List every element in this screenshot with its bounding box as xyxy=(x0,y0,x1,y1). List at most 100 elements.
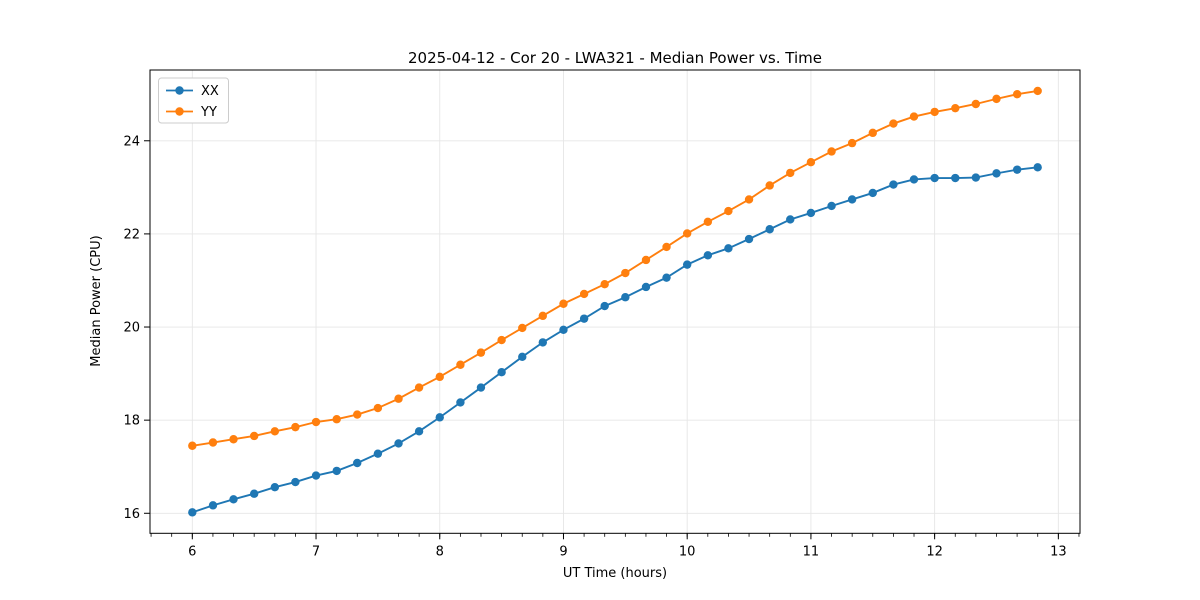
data-point-marker-XX xyxy=(456,398,465,407)
data-point-marker-YY xyxy=(311,417,321,427)
x-axis-label: UT Time (hours) xyxy=(563,566,667,581)
data-point-marker-YY xyxy=(518,323,527,333)
data-point-marker-YY xyxy=(827,147,836,156)
data-point-marker-YY xyxy=(806,157,816,167)
data-point-marker-XX xyxy=(270,483,280,492)
data-point-marker-XX xyxy=(538,338,548,347)
data-point-marker-YY xyxy=(662,242,671,252)
legend-label: YY xyxy=(200,105,217,120)
y-tick-label: 16 xyxy=(123,507,140,522)
data-point-marker-YY xyxy=(270,427,280,436)
data-point-marker-XX xyxy=(971,173,981,182)
data-point-marker-YY xyxy=(682,229,692,238)
data-point-marker-YY xyxy=(456,360,465,369)
x-tick-label: 7 xyxy=(312,544,320,559)
x-tick-label: 9 xyxy=(559,544,567,559)
x-tick-label: 13 xyxy=(1050,544,1067,559)
data-point-marker-YY xyxy=(1033,86,1042,96)
data-point-marker-YY xyxy=(600,279,609,289)
x-tick-label: 12 xyxy=(926,544,943,559)
data-point-marker-XX xyxy=(1012,165,1022,174)
x-tick-label: 8 xyxy=(436,544,444,559)
data-point-marker-YY xyxy=(868,128,877,138)
data-point-marker-XX xyxy=(188,508,197,517)
data-point-marker-YY xyxy=(559,299,568,308)
grid-layer xyxy=(150,70,1080,534)
data-point-marker-YY xyxy=(889,119,898,128)
axis-layer: 6 7 8 9 10 11 12 13 16 18 20 22 24 xyxy=(123,134,1080,559)
data-point-marker-XX xyxy=(414,427,424,436)
data-point-marker-YY xyxy=(909,112,919,121)
data-point-marker-YY xyxy=(538,311,548,321)
data-point-marker-XX xyxy=(600,301,609,311)
data-point-marker-XX xyxy=(394,439,403,448)
data-point-marker-YY xyxy=(951,103,960,113)
y-axis-label: Median Power (CPU) xyxy=(89,235,104,366)
data-point-marker-XX xyxy=(662,273,671,282)
data-point-marker-YY xyxy=(703,217,713,226)
data-point-marker-YY xyxy=(579,289,589,299)
data-point-marker-YY xyxy=(724,206,733,216)
data-point-marker-XX xyxy=(765,225,774,234)
data-point-marker-XX xyxy=(353,458,362,468)
data-point-marker-XX xyxy=(435,413,444,422)
data-point-marker-YY xyxy=(744,195,754,204)
data-point-marker-YY xyxy=(435,372,444,382)
data-point-marker-XX xyxy=(249,489,259,498)
series-layer xyxy=(188,86,1042,517)
data-point-marker-XX xyxy=(1033,163,1042,172)
data-point-marker-XX xyxy=(703,251,713,260)
data-point-marker-XX xyxy=(373,449,383,458)
data-point-marker-XX xyxy=(682,260,692,269)
data-point-marker-YY xyxy=(394,394,403,403)
data-point-marker-XX xyxy=(847,195,857,204)
data-point-marker-YY xyxy=(971,99,981,109)
data-point-marker-XX xyxy=(930,173,939,183)
data-point-marker-YY xyxy=(208,438,218,447)
series-line-YY xyxy=(192,90,1038,447)
data-point-marker-XX xyxy=(744,234,754,244)
legend-marker xyxy=(175,86,184,95)
data-point-marker-XX xyxy=(208,501,218,510)
data-point-marker-YY xyxy=(765,181,774,190)
y-tick-label: 22 xyxy=(123,227,140,242)
data-point-marker-YY xyxy=(291,422,300,432)
y-tick-label: 18 xyxy=(123,414,140,429)
data-point-marker-YY xyxy=(373,403,383,413)
legend-marker xyxy=(175,107,184,116)
data-point-marker-XX xyxy=(476,383,486,392)
data-point-marker-YY xyxy=(497,335,506,345)
data-point-marker-XX xyxy=(497,367,506,377)
data-point-marker-YY xyxy=(332,415,341,424)
data-point-marker-XX xyxy=(786,215,795,224)
data-point-marker-YY xyxy=(786,168,795,178)
data-point-marker-XX xyxy=(518,352,527,362)
legend-label: XX xyxy=(201,84,219,99)
y-tick-label: 24 xyxy=(123,134,140,149)
data-point-marker-YY xyxy=(992,94,1001,104)
data-point-marker-YY xyxy=(847,138,857,148)
data-point-marker-XX xyxy=(909,175,919,184)
data-point-marker-YY xyxy=(641,255,651,265)
data-point-marker-XX xyxy=(806,208,816,218)
data-point-marker-XX xyxy=(579,314,589,323)
data-point-marker-YY xyxy=(249,431,259,441)
data-point-marker-XX xyxy=(827,201,836,211)
data-point-marker-YY xyxy=(229,435,238,444)
data-point-marker-YY xyxy=(353,410,362,419)
data-point-marker-XX xyxy=(724,244,733,253)
data-point-marker-XX xyxy=(641,282,651,292)
data-point-marker-XX xyxy=(889,180,898,189)
legend: XX YY xyxy=(158,77,229,124)
data-point-marker-YY xyxy=(188,441,197,450)
y-tick-label: 20 xyxy=(123,321,140,336)
data-point-marker-XX xyxy=(868,188,877,198)
data-point-marker-YY xyxy=(476,348,486,357)
data-point-marker-XX xyxy=(229,495,238,504)
data-point-marker-XX xyxy=(621,293,630,302)
data-point-marker-XX xyxy=(992,169,1001,178)
data-point-marker-XX xyxy=(332,466,341,476)
series-line-XX xyxy=(192,166,1038,514)
